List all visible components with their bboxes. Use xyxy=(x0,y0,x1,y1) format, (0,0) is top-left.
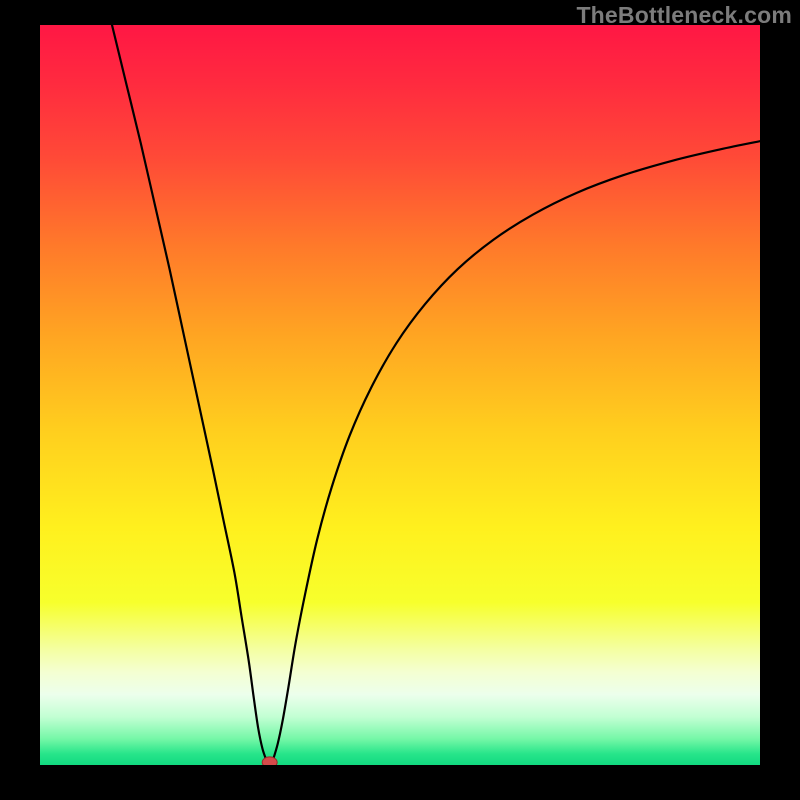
watermark-text: TheBottleneck.com xyxy=(576,2,792,29)
plot-background-gradient xyxy=(40,25,760,765)
chart-frame: TheBottleneck.com xyxy=(0,0,800,800)
bottleneck-chart-svg xyxy=(0,0,800,800)
